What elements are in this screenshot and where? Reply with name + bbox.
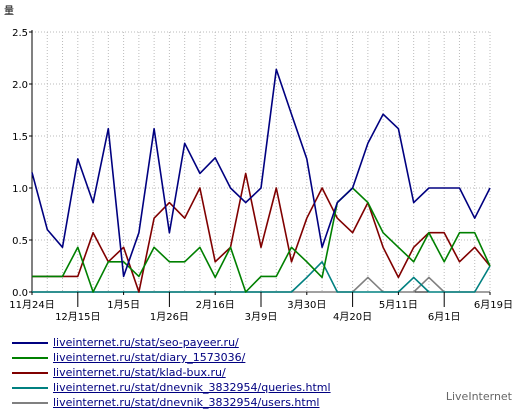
y-axis-label: 量 (4, 5, 14, 17)
legend-link[interactable]: liveinternet.ru/stat/dnevnik_3832954/que… (53, 381, 331, 394)
series-line-1 (31, 68, 491, 278)
legend-swatch (12, 356, 48, 359)
x-tick-label: 11月24日 (9, 299, 54, 311)
series-line-2 (32, 187, 491, 293)
legend-swatch (12, 401, 48, 404)
x-tick-label: 4月20日 (333, 311, 372, 323)
legend-entry[interactable]: liveinternet.ru/stat/dnevnik_3832954/use… (12, 395, 331, 410)
legend: liveinternet.ru/stat/seo-payeer.ru/livei… (12, 335, 331, 410)
x-tick-label: 3月9日 (245, 311, 278, 323)
legend-link[interactable]: liveinternet.ru/stat/seo-payeer.ru/ (53, 336, 239, 349)
legend-entry[interactable]: liveinternet.ru/stat/dnevnik_3832954/que… (12, 380, 331, 395)
x-tick-label: 5月11日 (379, 299, 418, 311)
x-tick-label: 6月19日 (474, 299, 513, 311)
y-tick-label: 0.0 (12, 288, 28, 299)
legend-swatch (12, 341, 48, 344)
legend-entry[interactable]: liveinternet.ru/stat/klad-bux.ru/ (12, 365, 331, 380)
x-tick-label: 2月16日 (196, 299, 235, 311)
legend-link[interactable]: liveinternet.ru/stat/dnevnik_3832954/use… (53, 396, 320, 409)
x-tick-label: 6月1日 (428, 311, 461, 323)
x-tick-label: 3月30日 (287, 299, 326, 311)
x-tick-label: 1月5日 (107, 299, 140, 311)
legend-swatch (12, 371, 48, 374)
y-tick-label: 1.5 (12, 132, 28, 143)
legend-entry[interactable]: liveinternet.ru/stat/diary_1573036/ (12, 350, 331, 365)
legend-swatch (12, 386, 48, 389)
brand-label: LiveInternet (445, 390, 512, 403)
legend-link[interactable]: liveinternet.ru/stat/klad-bux.ru/ (53, 366, 226, 379)
x-tick-label: 1月26日 (150, 311, 189, 323)
y-tick-label: 0.5 (12, 236, 28, 247)
y-tick-label: 2.0 (12, 80, 28, 91)
grid (32, 31, 491, 292)
y-tick-label: 2.5 (12, 28, 28, 39)
legend-link[interactable]: liveinternet.ru/stat/diary_1573036/ (53, 351, 246, 364)
y-tick-label: 1.0 (12, 184, 28, 195)
legend-entry[interactable]: liveinternet.ru/stat/seo-payeer.ru/ (12, 335, 331, 350)
x-tick-label: 12月15日 (55, 311, 100, 323)
